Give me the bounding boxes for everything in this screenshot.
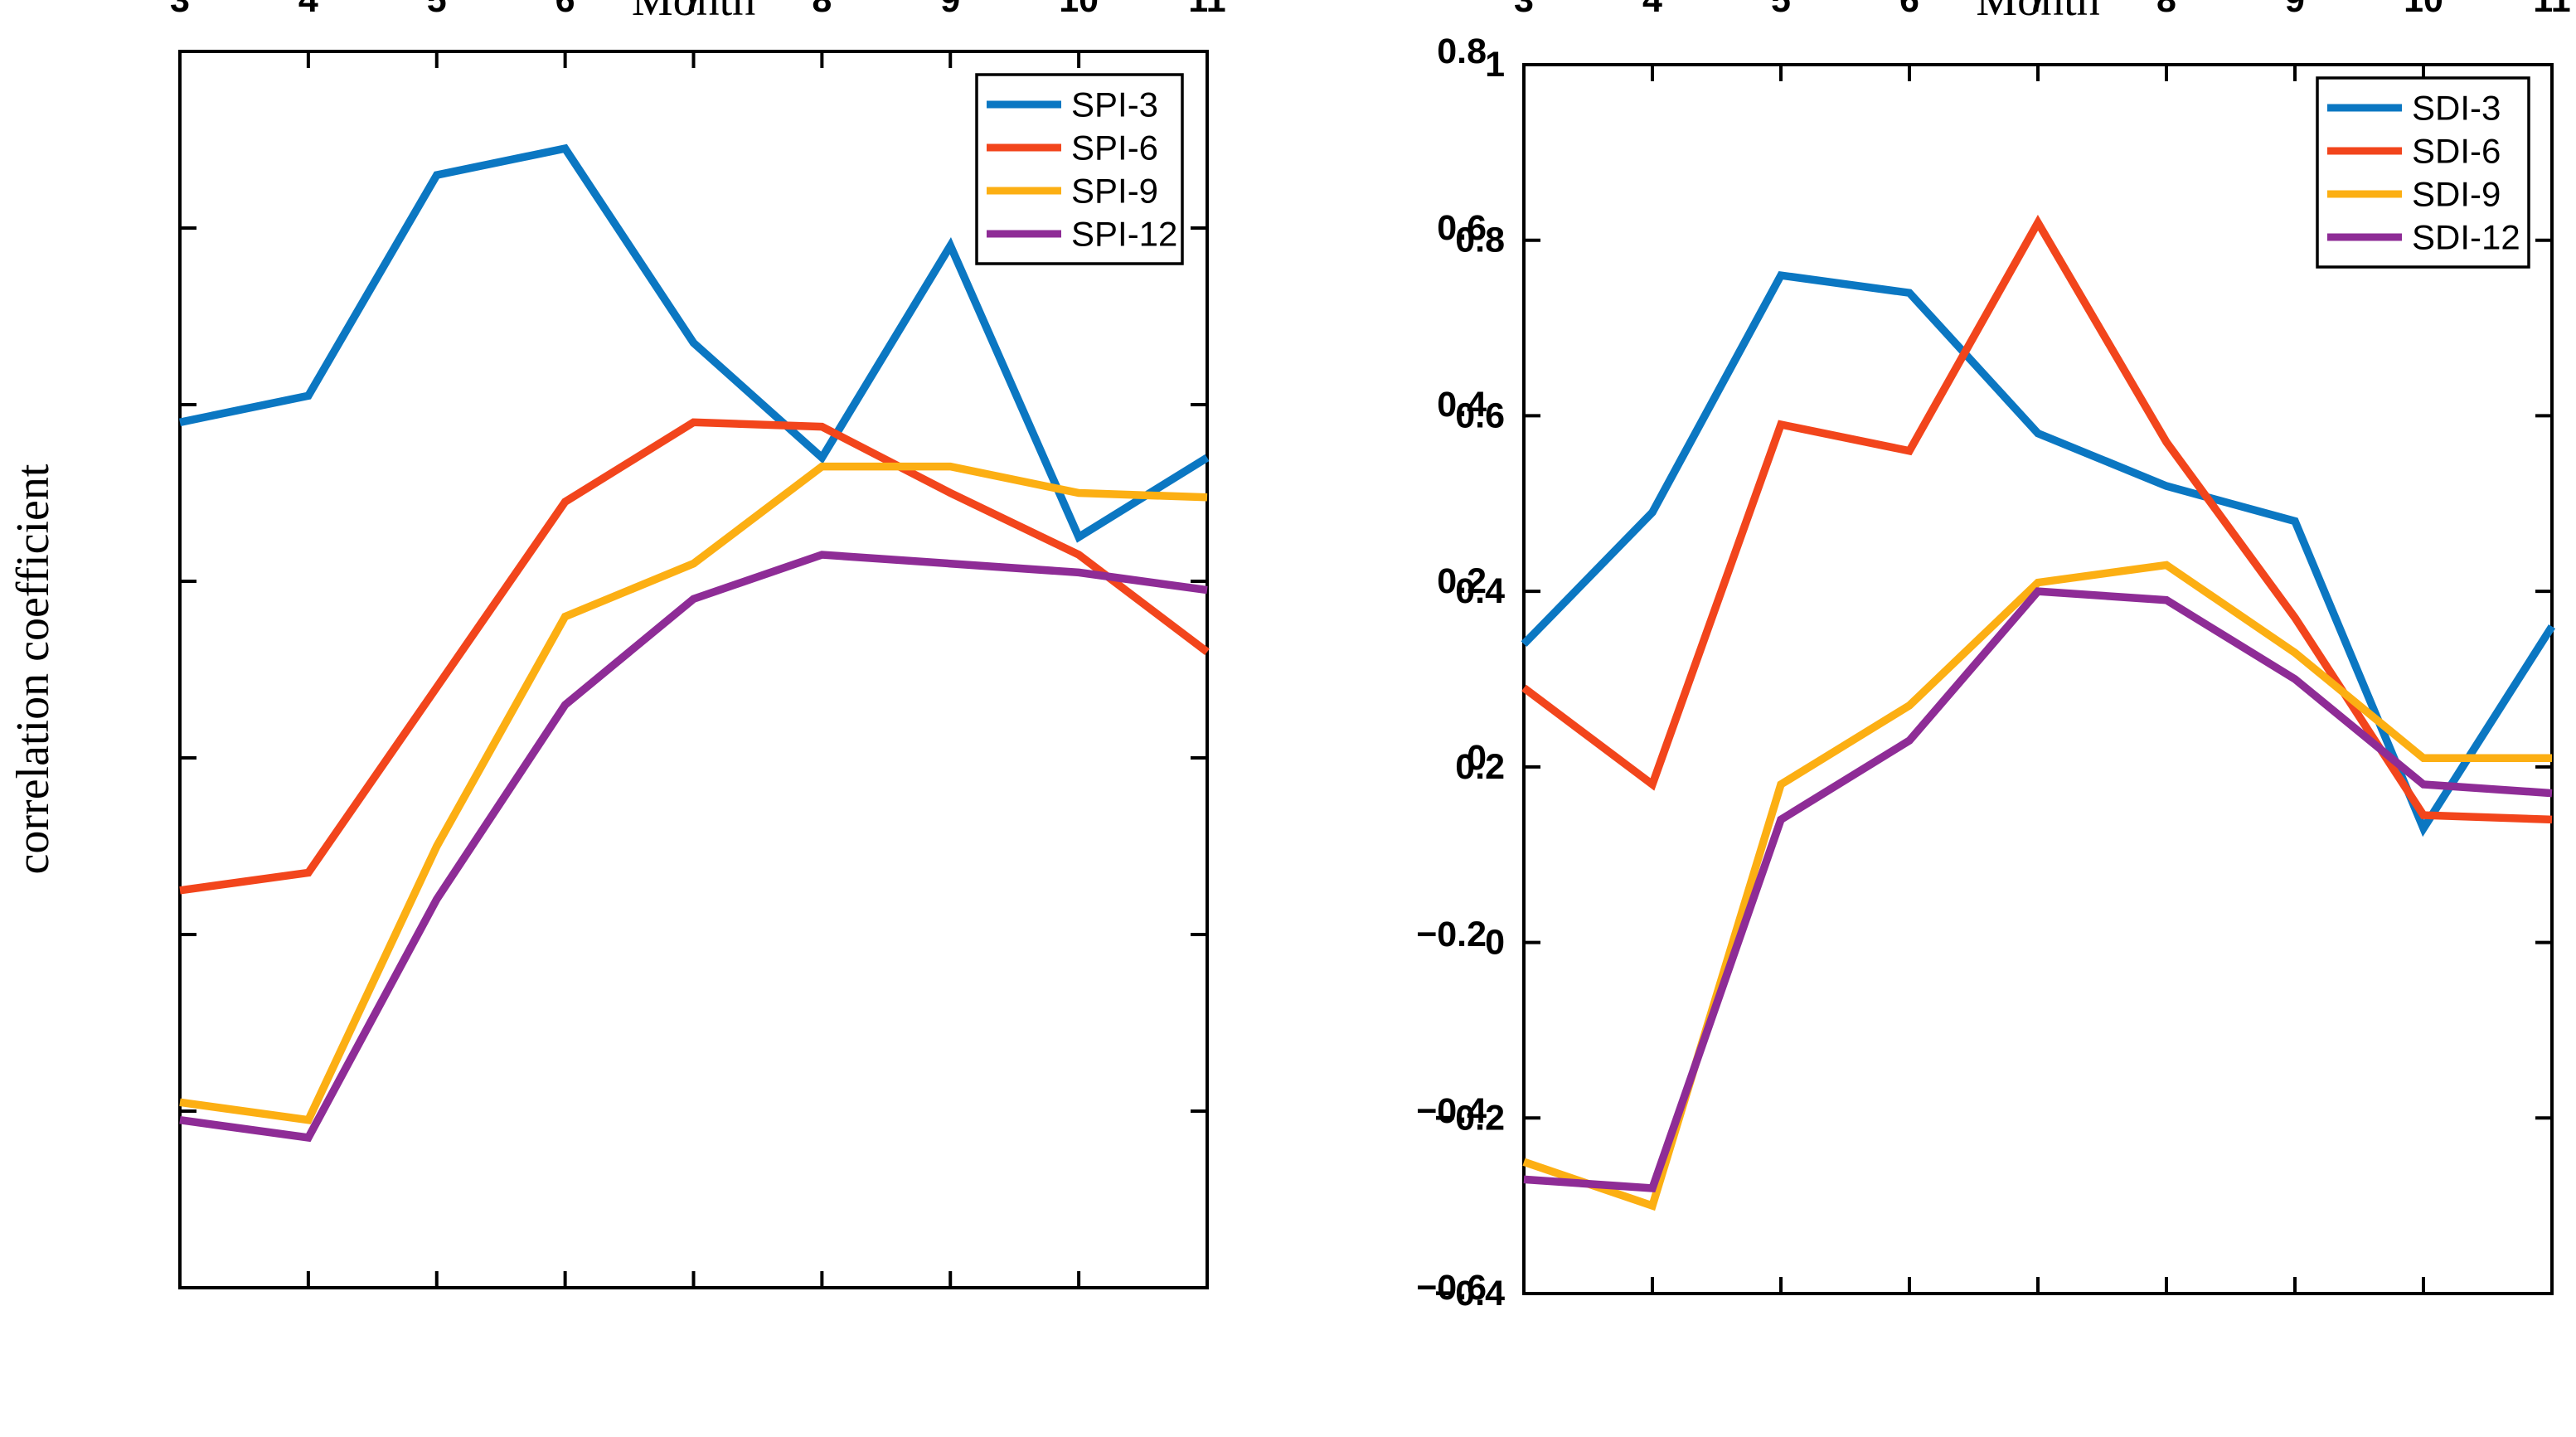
x-tick-label-sdi: 8: [2156, 0, 2176, 20]
x-axis-label-spi: Month: [632, 0, 755, 26]
y-tick-label-spi: 0.2: [1437, 561, 1487, 601]
legend-label-sdi-3: SDI-3: [2412, 89, 2501, 128]
series-line-spi-6: [179, 418, 1210, 895]
y-tick-label-sdi: −0.4: [1434, 1274, 1505, 1313]
x-axis-label-sdi: Month: [1976, 0, 2099, 26]
legend-label-sdi-6: SDI-6: [2412, 132, 2501, 171]
x-tick-label-sdi: 7: [2028, 0, 2048, 20]
legend-label-sdi-12: SDI-12: [2412, 218, 2520, 257]
y-tick-label-sdi: 0.4: [1455, 571, 1505, 611]
x-tick-label-sdi: 10: [2404, 0, 2443, 20]
x-tick-label-spi: 7: [684, 0, 704, 20]
y-tick-label-spi: −0.6: [1416, 1268, 1487, 1308]
legend-label-sdi-9: SDI-9: [2412, 175, 2501, 214]
y-tick-label-spi: −0.2: [1416, 915, 1487, 954]
legend-label-spi-9: SPI-9: [1071, 172, 1158, 211]
y-tick-label-spi: 0.8: [1437, 32, 1487, 71]
legend-label-spi-6: SPI-6: [1071, 129, 1158, 167]
series-line-spi-12: [179, 551, 1208, 1143]
series-line-spi-3: [179, 143, 1210, 543]
legend-label-spi-3: SPI-3: [1071, 85, 1158, 124]
x-tick-label-spi: 6: [555, 0, 575, 20]
y-tick-label-spi: 0.4: [1437, 385, 1487, 425]
y-tick-label-spi: 0.6: [1437, 208, 1487, 248]
y-tick-label-sdi: 1: [1485, 45, 1505, 85]
x-tick-label-spi: 9: [940, 0, 960, 20]
x-tick-label-sdi: 9: [2285, 0, 2305, 20]
x-tick-label-spi: 11: [1188, 0, 1225, 20]
x-tick-label-spi: 8: [812, 0, 832, 20]
y-tick-label-sdi: 0.6: [1455, 396, 1505, 435]
y-tick-label-sdi: 0.8: [1455, 221, 1505, 260]
x-tick-label-sdi: 5: [1771, 0, 1791, 20]
x-tick-label-sdi: 3: [1514, 0, 1534, 20]
y-tick-label-spi: −0.4: [1416, 1091, 1487, 1131]
series-line-sdi-12: [1523, 587, 2553, 1192]
series-line-spi-9: [179, 462, 1208, 1124]
legend-label-spi-12: SPI-12: [1071, 215, 1177, 254]
x-tick-label-spi: 10: [1059, 0, 1099, 20]
y-tick-label-sdi: −0.2: [1434, 1098, 1505, 1138]
x-tick-label-spi: 5: [427, 0, 447, 20]
y-tick-label-sdi: 0: [1485, 923, 1505, 963]
x-tick-label-spi: 4: [298, 0, 318, 20]
x-tick-label-spi: 3: [170, 0, 190, 20]
y-tick-label-spi: 0: [1467, 738, 1487, 778]
series-line-sdi-6: [1521, 214, 2553, 824]
x-tick-label-sdi: 11: [2533, 0, 2570, 20]
x-tick-label-sdi: 4: [1642, 0, 1662, 20]
x-tick-label-sdi: 6: [1899, 0, 1919, 20]
y-tick-label-sdi: 0.2: [1455, 747, 1505, 787]
y-axis-label-spi: correlation coefficient: [7, 464, 59, 874]
series-line-sdi-3: [1521, 270, 2556, 837]
